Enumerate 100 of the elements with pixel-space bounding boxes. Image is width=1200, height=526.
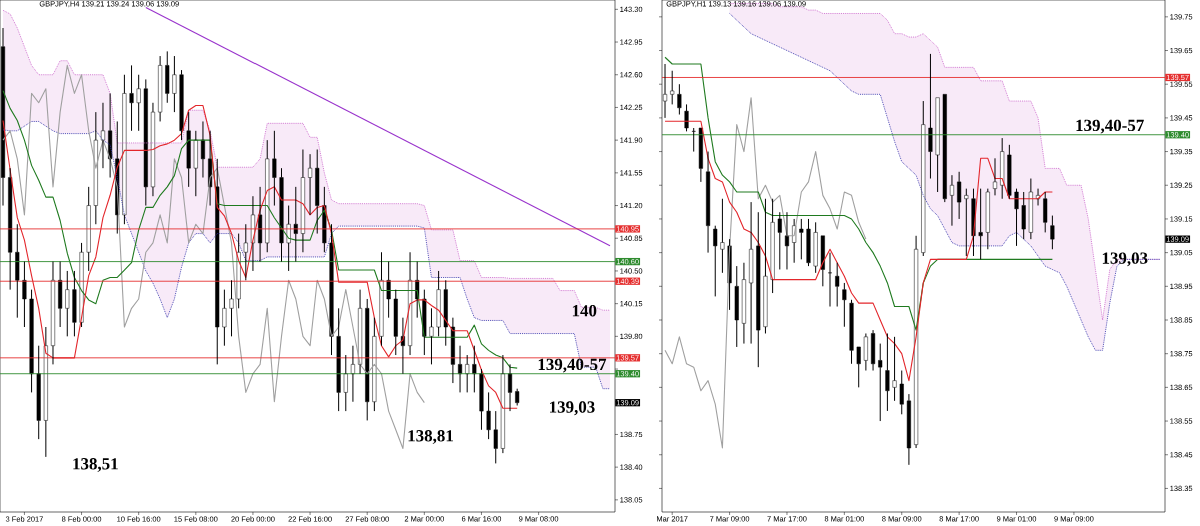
candlestick: [179, 69, 184, 141]
candlestick: [906, 393, 911, 466]
candlestick: [835, 262, 840, 308]
candlestick: [458, 345, 463, 393]
candlestick: [172, 55, 177, 113]
candlestick: [784, 211, 790, 270]
candlestick: [8, 167, 13, 291]
candlestick: [493, 410, 498, 464]
candlestick: [393, 289, 398, 356]
candlestick: [863, 332, 868, 372]
candlestick: [272, 130, 277, 207]
candlestick: [186, 111, 191, 188]
candlestick: [143, 78, 148, 207]
candlestick: [222, 289, 227, 347]
candlestick: [949, 174, 954, 227]
candlestick: [706, 151, 711, 254]
candlestick: [308, 153, 313, 216]
candlestick: [508, 363, 513, 412]
candlestick: [713, 225, 718, 297]
candlestick: [928, 53, 933, 180]
annotation: 138,81: [408, 430, 453, 444]
candlestick: [350, 345, 355, 403]
candlestick: [1014, 188, 1019, 247]
candlestick: [885, 332, 890, 412]
candlestick: [265, 139, 270, 253]
annotation: 140: [572, 305, 597, 317]
candlestick: [486, 391, 491, 440]
candlestick: [806, 218, 811, 267]
candlestick: [86, 186, 91, 272]
candlestick: [372, 317, 377, 412]
candlestick: [443, 279, 448, 347]
candlestick: [720, 198, 725, 274]
candlestick: [358, 289, 363, 375]
candlestick: [992, 157, 998, 196]
candlestick: [985, 188, 990, 250]
candlestick: [842, 282, 847, 328]
candlestick: [1043, 191, 1048, 233]
candlestick: [229, 279, 234, 337]
candlestick: [208, 130, 213, 207]
annotation: 138,51: [73, 458, 118, 472]
candlestick: [914, 235, 919, 449]
candlestick: [670, 70, 675, 105]
annotation: 139,40-57: [538, 358, 607, 373]
candlestick: [436, 270, 441, 337]
candlestick: [1050, 215, 1055, 250]
candlestick: [136, 74, 141, 132]
candlestick: [58, 261, 63, 328]
candlestick: [365, 298, 370, 421]
candlestick: [892, 336, 897, 402]
candlestick: [22, 261, 27, 328]
candlestick: [429, 307, 434, 365]
annotation: 139,03: [1102, 252, 1148, 267]
candlestick: [72, 270, 77, 337]
candlestick: [200, 120, 205, 179]
candlestick: [158, 55, 163, 122]
candlestick: [465, 354, 470, 393]
candlestick: [243, 223, 248, 281]
candlestick: [878, 343, 883, 422]
candlestick: [799, 218, 804, 260]
candlestick: [978, 188, 983, 260]
candlestick: [677, 83, 682, 116]
candlestick: [300, 148, 305, 253]
candlestick: [1000, 137, 1005, 200]
candlestick: [472, 345, 477, 393]
candlestick: [315, 148, 320, 235]
candlestick: [756, 211, 761, 368]
candlestick: [813, 221, 818, 274]
candlestick: [329, 223, 334, 356]
candlestick: [236, 233, 241, 309]
candlestick: [734, 265, 739, 348]
candlestick: [899, 370, 904, 415]
candlestick: [108, 92, 113, 179]
candlestick: [386, 261, 391, 319]
candlestick: [400, 317, 405, 375]
line-series: [664, 97, 867, 449]
candlestick: [65, 270, 70, 337]
candlestick: [50, 261, 56, 365]
candlestick: [100, 102, 106, 169]
candlestick: [122, 74, 127, 225]
candlestick: [1028, 178, 1033, 240]
candlestick: [15, 223, 20, 319]
candlestick: [343, 354, 348, 412]
candlestick: [684, 103, 689, 132]
candlestick: [1007, 144, 1012, 200]
candlestick: [379, 251, 384, 347]
candlestick: [150, 102, 155, 197]
candlestick: [129, 64, 134, 132]
candlestick: [43, 326, 48, 458]
candlestick: [336, 307, 341, 412]
candlestick: [921, 100, 926, 257]
candlestick: [93, 111, 98, 225]
candlestick: [741, 262, 746, 345]
candlestick: [258, 186, 263, 263]
candlestick: [193, 130, 198, 197]
candlestick: [36, 345, 41, 440]
annotation: 139,03: [550, 401, 595, 416]
candlestick: [749, 201, 754, 345]
candlestick: [957, 171, 962, 220]
candlestick: [1021, 191, 1026, 240]
candlestick: [777, 211, 782, 270]
